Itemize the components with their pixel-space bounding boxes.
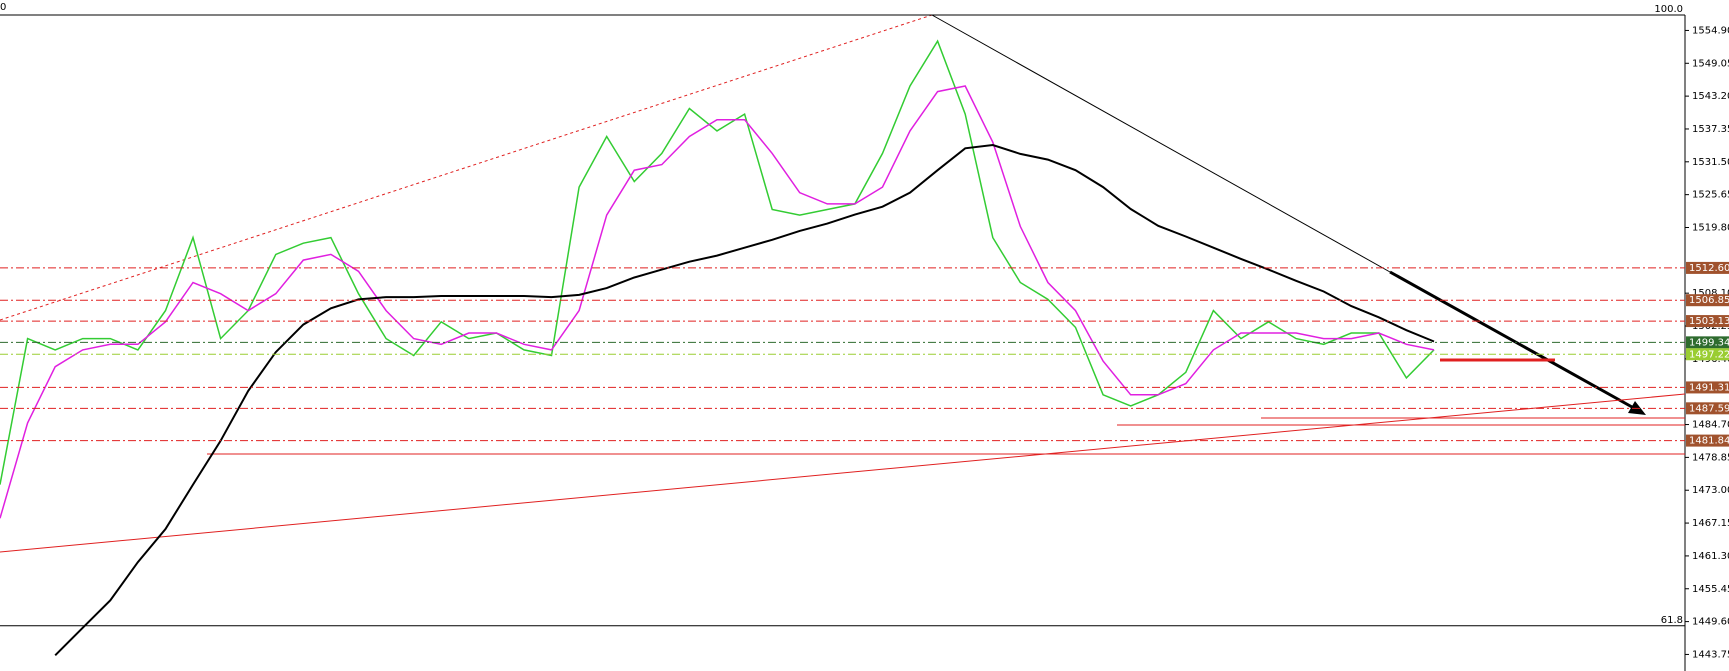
y-tick-label: 1543.20 [1692, 91, 1729, 102]
level-box [1686, 315, 1729, 328]
y-tick-label: 1519.80 [1692, 222, 1729, 233]
fibo-label: 61.8 [1661, 615, 1683, 626]
level-label: 1497.22 [1689, 349, 1729, 360]
level-label: 1503.13 [1689, 316, 1729, 327]
y-tick-label: 1484.70 [1692, 420, 1729, 431]
level-label: 1487.59 [1689, 403, 1729, 414]
y-tick-label: 1554.90 [1692, 25, 1729, 36]
level-label: 1499.34 [1689, 337, 1729, 348]
trendline [931, 14, 1391, 273]
y-tick-label: 1467.15 [1692, 518, 1729, 529]
y-tick-label: 1449.60 [1692, 617, 1729, 628]
level-box [1686, 294, 1729, 307]
trendline [0, 393, 1686, 553]
level-box [1686, 402, 1729, 415]
y-tick-label: 1549.05 [1692, 58, 1729, 69]
y-tick-label: 1525.65 [1692, 190, 1729, 201]
fibo-label: 100.0 [1654, 4, 1683, 15]
level-box [1686, 381, 1729, 394]
level-label: 1481.84 [1689, 436, 1729, 447]
level-box [1686, 434, 1729, 447]
fibo-label: 0 [0, 2, 6, 13]
trendline [0, 14, 933, 321]
y-tick-label: 1537.35 [1692, 124, 1729, 135]
level-box [1686, 261, 1729, 274]
series-line [0, 39, 1435, 485]
y-tick-label: 1443.75 [1692, 649, 1729, 660]
trendline [1389, 270, 1633, 409]
level-label: 1491.31 [1689, 382, 1729, 393]
level-label: 1506.85 [1689, 295, 1729, 306]
y-tick-label: 1478.85 [1692, 452, 1729, 463]
y-tick-label: 1461.30 [1692, 551, 1729, 562]
series-line [54, 143, 1435, 657]
y-tick-label: 1508.10 [1692, 288, 1729, 299]
y-tick-label: 1473.00 [1692, 485, 1729, 496]
level-box [1686, 336, 1729, 349]
level-box [1686, 348, 1729, 361]
y-tick-label: 1531.50 [1692, 157, 1729, 168]
level-label: 1512.60 [1689, 263, 1729, 274]
y-tick-label: 1455.45 [1692, 584, 1729, 595]
series-line [0, 85, 1435, 519]
